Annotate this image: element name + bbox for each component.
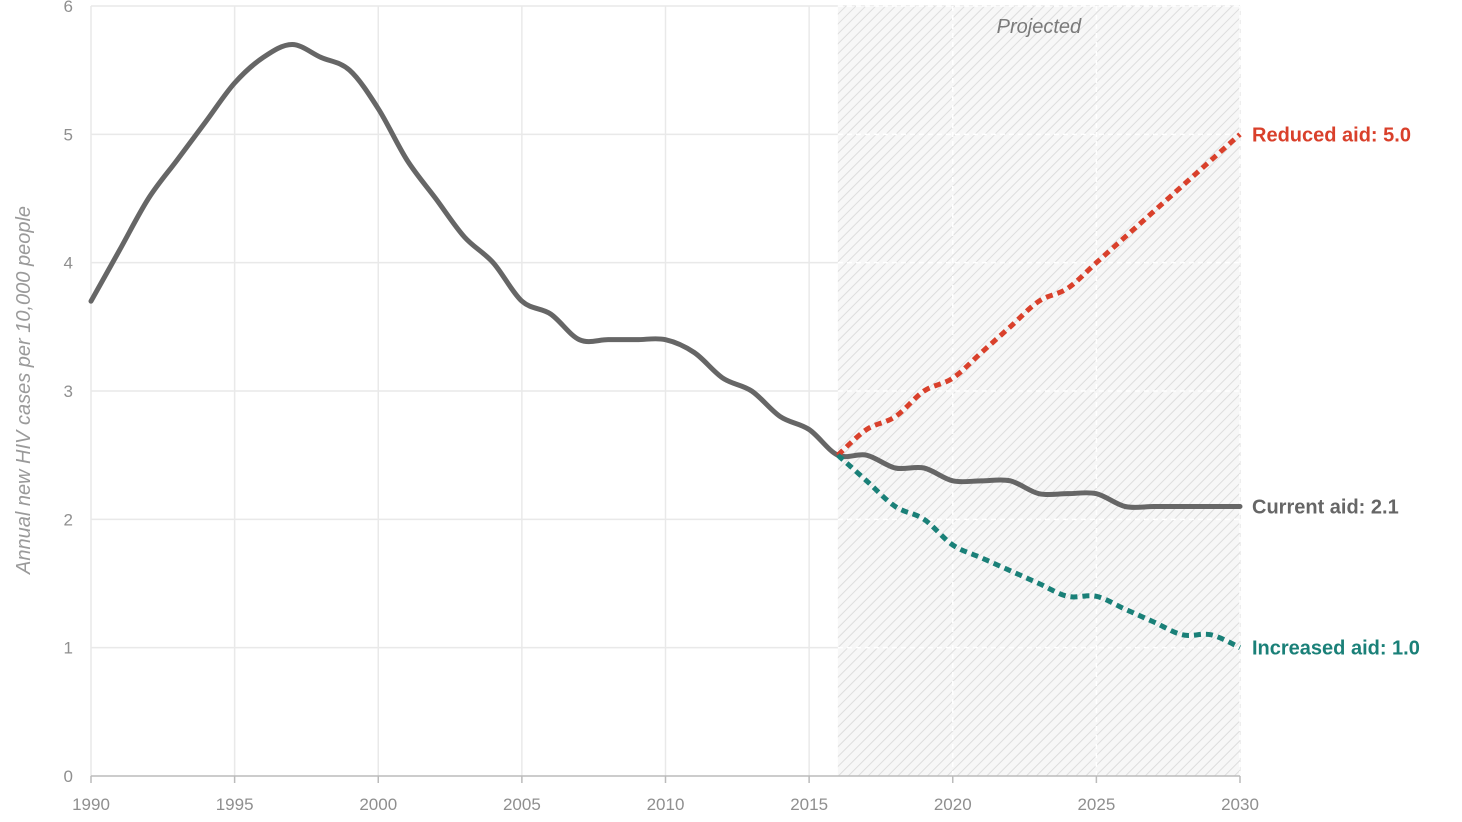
series-end-label: Current aid: 2.1 [1252, 497, 1399, 519]
x-tick-label: 2025 [1077, 795, 1115, 814]
x-tick-label: 2000 [359, 795, 397, 814]
y-tick-label: 5 [64, 125, 73, 144]
x-tick-label: 2015 [790, 795, 828, 814]
y-axis-label: Annual new HIV cases per 10,000 people [13, 206, 35, 575]
end-labels: Current aid: 2.1 Reduced aid: 5.0 Increase… [1252, 124, 1420, 659]
x-tick-label: 1995 [216, 795, 254, 814]
y-tick-label: 6 [64, 0, 73, 16]
projected-label: Projected [997, 16, 1082, 38]
x-tick-label: 2020 [934, 795, 972, 814]
axes: 0 1 2 3 4 5 6 1990 1995 2000 2005 2010 2015 2020 2025 2… [64, 0, 1259, 814]
projected-region: Projected [837, 5, 1241, 776]
y-tick-label: 1 [64, 639, 73, 658]
x-tick-label: 2005 [503, 795, 541, 814]
y-tick-label: 0 [64, 767, 73, 786]
y-tick-label: 3 [64, 382, 73, 401]
series [88, 42, 1243, 650]
y-tick-label: 4 [64, 254, 73, 273]
series-line-reduced-aid [836, 132, 1242, 458]
series-end-label: Reduced aid: 5.0 [1252, 124, 1411, 146]
x-tick-label: 2010 [647, 795, 685, 814]
series-line-current-aid [88, 42, 1243, 510]
x-tick-label: 1990 [72, 795, 110, 814]
y-tick-label: 2 [64, 510, 73, 529]
series-line-increased-aid [836, 453, 1242, 650]
x-tick-label: 2030 [1221, 795, 1259, 814]
series-end-label: Increased aid: 1.0 [1252, 638, 1420, 660]
